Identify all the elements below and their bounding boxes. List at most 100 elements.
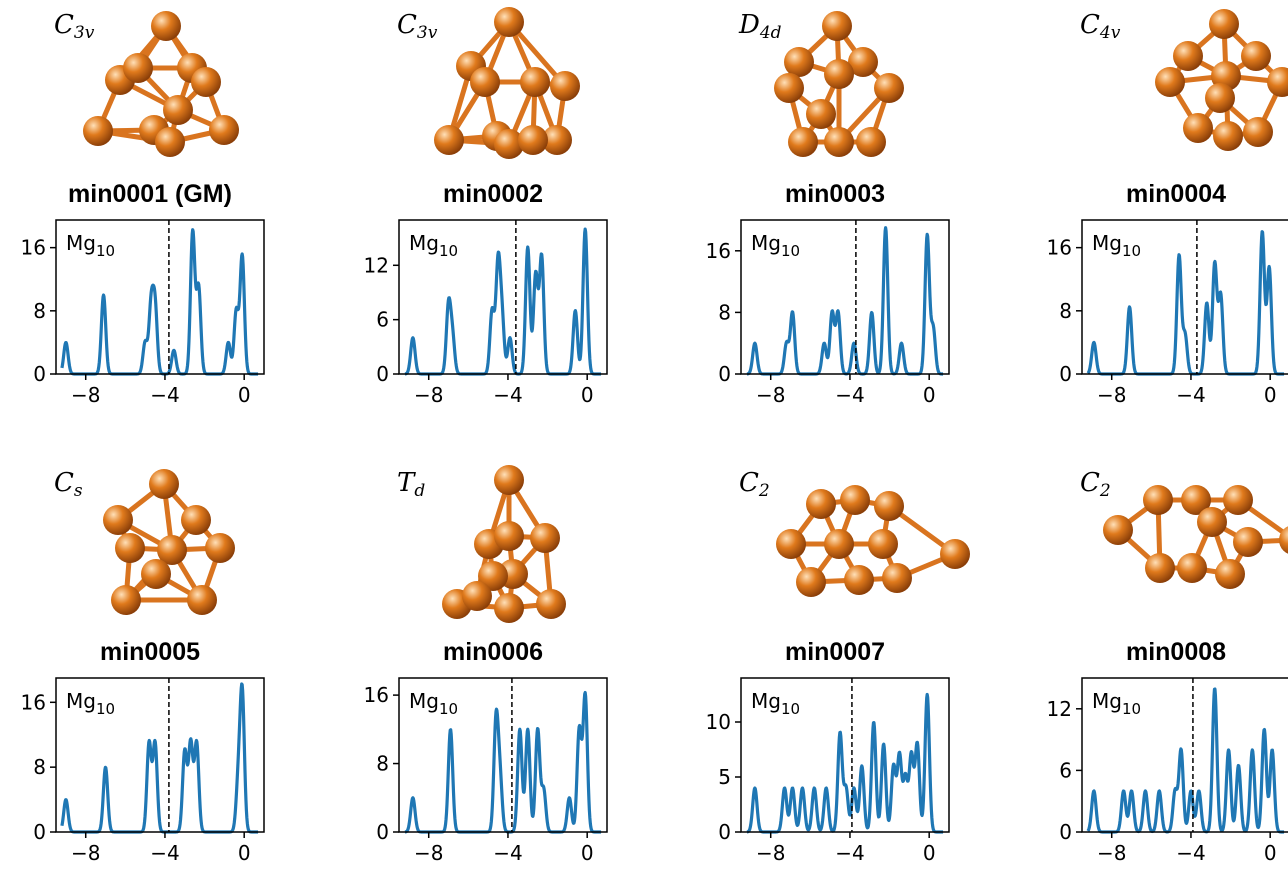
y-tick-label: 8: [376, 752, 389, 776]
y-tick-label: 16: [21, 690, 46, 714]
mg-atom: [157, 535, 187, 565]
dos-plot: 0 8 16 −8 −4 0 Mg10: [21, 219, 265, 407]
y-tick-label: 6: [376, 308, 389, 332]
structure-title: min0005: [99, 638, 201, 666]
species-label: Mg10: [751, 689, 800, 718]
species-main: Mg: [409, 231, 439, 255]
symmetry-base: C: [397, 10, 417, 40]
y-tick-label: 8: [33, 755, 46, 779]
species-subscript: 10: [96, 700, 115, 718]
species-main: Mg: [1092, 231, 1122, 255]
structure-title: min0006: [442, 638, 544, 666]
y-tick-label: 0: [33, 820, 46, 844]
y-tick-label: 0: [33, 362, 46, 386]
species-label: Mg10: [409, 689, 458, 718]
symmetry-label: Td: [397, 468, 425, 501]
y-tick-label: 8: [33, 299, 46, 323]
molecule-structure: [442, 465, 566, 623]
mg-atom: [1181, 485, 1211, 515]
y-tick-label: 0: [718, 362, 731, 386]
y-tick-label: 16: [364, 683, 389, 707]
x-tick-label: −4: [835, 383, 864, 407]
symmetry-subscript: 4d: [759, 23, 782, 43]
y-tick-label: 12: [1047, 697, 1072, 721]
structure-title: min0002: [442, 180, 544, 208]
mg-atom: [1241, 41, 1271, 71]
symmetry-label: D4d: [739, 10, 782, 43]
species-main: Mg: [409, 689, 439, 713]
symmetry-base: T: [397, 468, 415, 498]
mg-atom: [520, 67, 550, 97]
dos-curve: [403, 690, 603, 834]
y-tick-label: 16: [706, 239, 731, 263]
dos-panel: C4v min0004 0 8 16 −8 −4 0 Mg10: [1036, 0, 1288, 436]
mg-atom: [856, 127, 886, 157]
species-main: Mg: [751, 231, 781, 255]
species-subscript: 10: [1122, 242, 1141, 260]
y-tick-label: 0: [718, 820, 731, 844]
mg-atom: [1279, 526, 1288, 554]
mg-atom: [205, 533, 235, 563]
molecule-structure: [1103, 485, 1288, 589]
mg-atom: [822, 11, 852, 41]
mg-atom: [1223, 485, 1253, 515]
x-tick-label: 0: [581, 841, 594, 865]
mg-atom: [806, 99, 836, 129]
mg-atom: [844, 565, 874, 595]
x-tick-label: 0: [923, 841, 936, 865]
mg-atom: [111, 585, 141, 615]
y-tick-label: 8: [718, 300, 731, 324]
mg-atom: [788, 127, 818, 157]
x-tick-label: −8: [71, 383, 100, 407]
mg-atom: [1243, 117, 1273, 147]
x-tick-label: −4: [835, 841, 864, 865]
dos-panel: D4d min0003 0 8 16 −8 −4 0 Mg10: [695, 0, 1017, 436]
mg-atom: [1145, 553, 1175, 583]
mg-atom: [1155, 67, 1185, 97]
mg-atom: [940, 539, 970, 569]
y-tick-label: 0: [1059, 820, 1072, 844]
symmetry-subscript: 4v: [1099, 23, 1121, 43]
species-subscript: 10: [1122, 700, 1141, 718]
mg-atom: [1209, 9, 1239, 39]
mg-atom: [462, 581, 492, 611]
x-tick-label: −4: [150, 383, 179, 407]
mg-atom: [518, 125, 548, 155]
mg-atom: [1177, 553, 1207, 583]
plot-frame: [740, 677, 950, 833]
symmetry-label: Cs: [54, 468, 83, 501]
x-tick-label: −8: [414, 841, 443, 865]
x-tick-label: 0: [923, 383, 936, 407]
species-main: Mg: [751, 689, 781, 713]
molecule-structure: [1155, 9, 1288, 151]
mg-atom: [494, 521, 524, 551]
symmetry-subscript: s: [73, 481, 83, 501]
y-tick-label: 16: [1047, 236, 1072, 260]
symmetry-label: C2: [1080, 468, 1111, 501]
dos-curve: [745, 692, 945, 834]
x-tick-label: 0: [1264, 383, 1277, 407]
mg-atom: [494, 129, 524, 159]
species-subscript: 10: [439, 242, 458, 260]
symmetry-subscript: d: [414, 481, 426, 501]
plot-frame: [1081, 219, 1288, 375]
mg-atom: [796, 567, 826, 597]
species-main: Mg: [1092, 689, 1122, 713]
x-tick-label: −8: [756, 841, 785, 865]
mg-atom: [478, 561, 508, 591]
mg-atom: [187, 585, 217, 615]
mg-atom: [874, 491, 904, 521]
structure-title: min0008: [1125, 638, 1227, 666]
plot-frame: [1081, 677, 1288, 833]
plot-frame: [398, 677, 608, 833]
mg-atom: [1103, 515, 1133, 545]
y-tick-label: 8: [1059, 299, 1072, 323]
symmetry-base: C: [739, 468, 759, 498]
dos-plot: 0 6 12 −8 −4 0 Mg10: [1047, 677, 1288, 865]
x-tick-label: 0: [1264, 841, 1277, 865]
symmetry-subscript: 3v: [416, 23, 438, 43]
plot-frame: [55, 219, 265, 375]
molecule-structure: [83, 11, 239, 157]
mg-atom: [784, 47, 814, 77]
mg-atom: [1213, 121, 1243, 151]
